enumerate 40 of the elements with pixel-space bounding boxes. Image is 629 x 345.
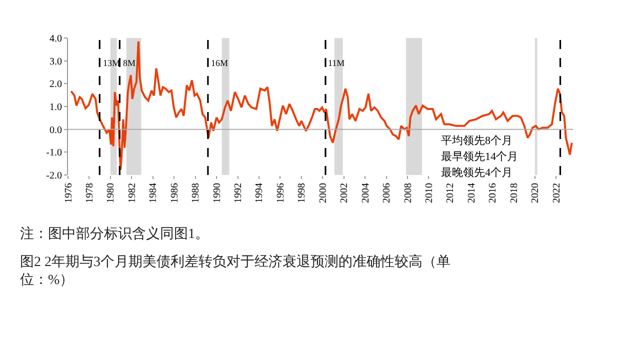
x-tick-label: 2012 — [445, 183, 456, 203]
ref-line-label: 11M — [328, 58, 345, 68]
x-tick-label: 1978 — [84, 183, 96, 203]
x-tick-label: 1976 — [63, 183, 74, 203]
y-tick-label: 3.0 — [50, 56, 62, 68]
x-tick-label: 2006 — [382, 183, 393, 203]
ref-line-label: 13M — [103, 58, 120, 68]
x-tick-label: 2020 — [530, 183, 542, 203]
x-tick-label: 1998 — [296, 183, 308, 203]
x-tick-label: 2010 — [424, 183, 435, 203]
y-tick-label: 1.0 — [50, 102, 62, 113]
x-tick-label: 2008 — [402, 183, 414, 203]
text: 注：图中部分标识含义同图1。 — [20, 226, 209, 242]
y-tick-label: 0.0 — [50, 124, 62, 136]
ref-line-label: 8M — [123, 58, 136, 68]
text: 图2 2年期与3个月期美债利差转负对于经济衰退预测的准确性较高（单位：%） — [20, 254, 450, 288]
x-tick-label: 1988 — [190, 183, 202, 203]
x-tick-label: 2002 — [339, 183, 350, 203]
x-tick-label: 1982 — [126, 183, 138, 203]
y-tick-label: 2.0 — [50, 79, 62, 90]
x-tick-label: 2000 — [318, 183, 329, 203]
x-tick-label: 1984 — [148, 183, 160, 203]
y-tick-label: -1.0 — [46, 148, 62, 159]
x-tick-label: 1990 — [212, 183, 223, 203]
x-tick-label: 2004 — [360, 183, 372, 203]
x-tick-label: 1986 — [169, 183, 180, 203]
annotation: 最早领先14个月 — [441, 150, 518, 163]
y-tick-label: 4.0 — [50, 34, 62, 44]
x-tick-label: 2014 — [466, 183, 478, 203]
x-tick-label: 1996 — [275, 183, 286, 203]
x-tick-label: 1980 — [106, 183, 117, 203]
x-tick-label: 2022 — [551, 183, 562, 203]
annotation: 平均领先8个月 — [441, 134, 512, 147]
y-tick-label: -2.0 — [46, 170, 62, 182]
annotation: 最晚领先4个月 — [441, 166, 512, 179]
x-tick-label: 2018 — [508, 183, 520, 203]
x-tick-label: 1992 — [233, 183, 244, 203]
x-tick-label: 2016 — [488, 183, 499, 203]
ref-line-label: 16M — [211, 58, 228, 68]
x-tick-label: 1994 — [254, 183, 266, 203]
